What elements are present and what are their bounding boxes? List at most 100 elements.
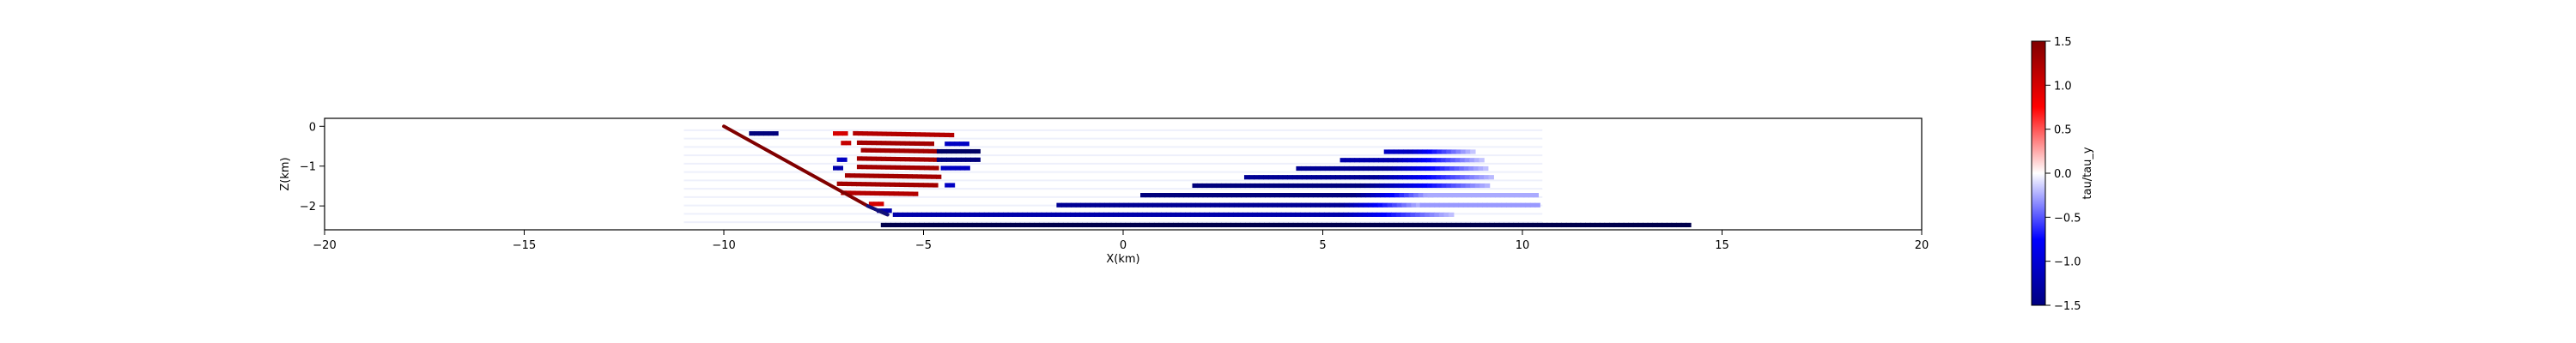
stress-marker (860, 182, 866, 187)
stress-marker (1182, 222, 1188, 228)
stress-marker (1397, 158, 1403, 163)
x-tick-label: 0 (1120, 239, 1127, 252)
stress-marker (1161, 212, 1167, 217)
stress-marker (1133, 202, 1139, 208)
stress-marker (1314, 212, 1321, 217)
stress-marker (880, 156, 887, 161)
stress-marker (1464, 175, 1471, 180)
stress-marker (1339, 202, 1346, 208)
stress-marker (1359, 222, 1366, 228)
stress-marker (1095, 202, 1101, 208)
stress-marker (1084, 202, 1091, 208)
stress-marker (1541, 222, 1548, 228)
stress-marker (1316, 183, 1322, 189)
stress-marker (913, 183, 920, 188)
stress-marker (1141, 212, 1148, 217)
x-tick-label: −20 (313, 239, 336, 252)
stress-marker (1225, 183, 1231, 189)
stress-marker (1458, 202, 1464, 208)
stress-marker (1438, 202, 1445, 208)
stress-marker (904, 165, 911, 171)
stress-marker (1360, 193, 1367, 198)
x-axis-ticks: −20 −15 −10 −5 0 5 10 15 20 (313, 230, 1929, 252)
stress-marker (1412, 158, 1418, 163)
stress-marker (909, 165, 915, 171)
stress-marker (880, 222, 887, 228)
stress-marker (1387, 165, 1393, 172)
stress-marker (1419, 202, 1425, 208)
stress-marker (1253, 202, 1259, 208)
stress-marker (1046, 212, 1052, 217)
stress-marker (1623, 222, 1630, 228)
stress-marker (890, 222, 896, 228)
stress-marker (1086, 222, 1093, 228)
stress-marker (908, 148, 914, 153)
stress-marker (927, 148, 934, 153)
stress-marker (1289, 193, 1295, 198)
stress-marker (1273, 175, 1279, 180)
stress-marker (1595, 222, 1601, 228)
stress-marker (1272, 202, 1278, 208)
stress-marker (1516, 202, 1522, 208)
stress-marker (935, 174, 942, 179)
stress-marker (1514, 193, 1520, 198)
stress-marker (1589, 222, 1596, 228)
stress-marker (1336, 193, 1343, 198)
stress-marker (897, 212, 903, 217)
stress-marker (1005, 222, 1012, 228)
stress-marker (1369, 158, 1375, 163)
stress-marker (945, 141, 951, 147)
stress-marker (884, 182, 890, 187)
stress-marker (1484, 183, 1491, 189)
stress-marker (1000, 222, 1006, 228)
stress-marker (845, 190, 852, 196)
stress-marker (1077, 222, 1083, 228)
stress-marker (1177, 222, 1184, 228)
stress-marker (1214, 202, 1220, 208)
stress-marker (1183, 193, 1189, 198)
stress-marker (866, 156, 872, 161)
stress-marker (1320, 165, 1326, 172)
stress-marker (1417, 222, 1424, 228)
stress-marker (962, 222, 969, 228)
stress-marker (931, 212, 937, 217)
stress-marker (859, 173, 866, 178)
stress-marker (861, 165, 867, 170)
stress-marker (1455, 222, 1461, 228)
stress-marker (1489, 222, 1495, 228)
stress-marker (909, 157, 915, 162)
stress-marker (971, 222, 978, 228)
stress-marker (933, 148, 939, 154)
stress-marker (913, 191, 919, 196)
stress-marker (1523, 193, 1529, 198)
stress-marker (878, 190, 885, 196)
stress-marker (1471, 193, 1477, 198)
stress-marker (1406, 175, 1413, 180)
stress-marker (1015, 222, 1021, 228)
stress-marker (856, 156, 863, 161)
stress-marker (1332, 193, 1338, 198)
stress-marker (1383, 222, 1390, 228)
stress-marker (1443, 212, 1449, 217)
y-axis-label: Z(km) (279, 157, 292, 190)
stress-marker (1238, 202, 1244, 208)
stress-marker (1474, 222, 1481, 228)
stress-marker (1359, 183, 1366, 189)
stress-marker (924, 165, 930, 171)
stress-marker (1101, 222, 1107, 228)
stress-marker (1339, 165, 1346, 172)
stress-marker (896, 131, 902, 136)
stress-marker (1619, 222, 1625, 228)
stress-marker (1455, 149, 1461, 154)
stress-marker (1431, 149, 1437, 154)
stress-marker (1477, 202, 1483, 208)
stress-marker (1401, 202, 1407, 208)
stress-marker (1398, 149, 1404, 154)
stress-marker (871, 165, 878, 170)
stress-marker (1200, 202, 1206, 208)
stress-marker (1050, 212, 1057, 217)
stress-marker (844, 173, 851, 178)
stress-marker (1585, 222, 1591, 228)
stress-marker (1065, 212, 1072, 217)
stress-marker (1451, 193, 1458, 198)
